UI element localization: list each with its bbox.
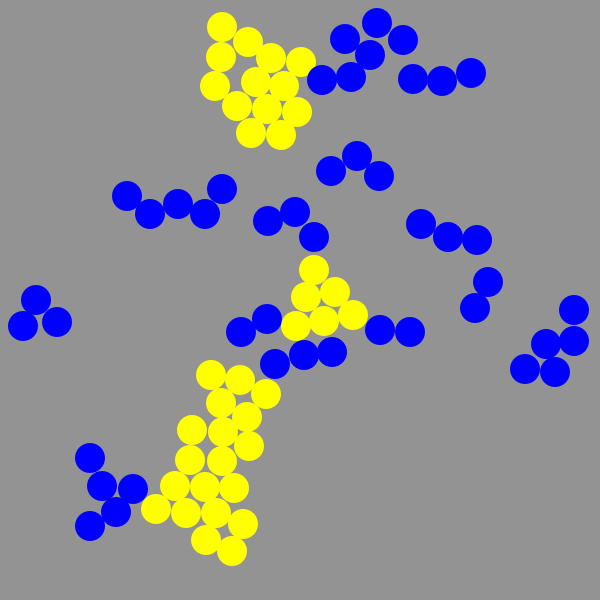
yellow-piece[interactable] <box>281 311 311 341</box>
yellow-piece[interactable] <box>207 446 237 476</box>
blue-piece[interactable] <box>398 64 428 94</box>
yellow-piece[interactable] <box>286 47 316 77</box>
blue-piece[interactable] <box>362 8 392 38</box>
blue-piece[interactable] <box>355 40 385 70</box>
yellow-piece[interactable] <box>222 91 252 121</box>
yellow-piece[interactable] <box>338 300 368 330</box>
yellow-piece[interactable] <box>206 42 236 72</box>
blue-piece[interactable] <box>226 317 256 347</box>
blue-piece[interactable] <box>342 141 372 171</box>
yellow-piece[interactable] <box>299 255 329 285</box>
blue-piece[interactable] <box>289 340 319 370</box>
yellow-pieces <box>141 12 368 566</box>
blue-piece[interactable] <box>462 225 492 255</box>
yellow-piece[interactable] <box>219 473 249 503</box>
blue-piece[interactable] <box>135 199 165 229</box>
blue-piece[interactable] <box>456 58 486 88</box>
blue-piece[interactable] <box>112 181 142 211</box>
yellow-piece[interactable] <box>266 120 296 150</box>
yellow-piece[interactable] <box>171 498 201 528</box>
blue-piece[interactable] <box>330 24 360 54</box>
yellow-piece[interactable] <box>309 306 339 336</box>
blue-piece[interactable] <box>559 295 589 325</box>
blue-piece[interactable] <box>207 174 237 204</box>
yellow-piece[interactable] <box>175 445 205 475</box>
blue-piece[interactable] <box>559 326 589 356</box>
blue-piece[interactable] <box>75 511 105 541</box>
blue-piece[interactable] <box>21 285 51 315</box>
yellow-piece[interactable] <box>320 277 350 307</box>
blue-piece[interactable] <box>473 267 503 297</box>
yellow-piece[interactable] <box>177 415 207 445</box>
blue-piece[interactable] <box>8 311 38 341</box>
yellow-piece[interactable] <box>233 27 263 57</box>
yellow-piece[interactable] <box>207 12 237 42</box>
blue-piece[interactable] <box>118 474 148 504</box>
yellow-piece[interactable] <box>160 471 190 501</box>
blue-piece[interactable] <box>280 197 310 227</box>
yellow-piece[interactable] <box>206 388 236 418</box>
yellow-piece[interactable] <box>234 431 264 461</box>
blue-piece[interactable] <box>540 357 570 387</box>
blue-piece[interactable] <box>307 65 337 95</box>
blue-piece[interactable] <box>406 209 436 239</box>
yellow-piece[interactable] <box>201 498 231 528</box>
blue-piece[interactable] <box>299 222 329 252</box>
yellow-piece[interactable] <box>208 417 238 447</box>
blue-piece[interactable] <box>531 329 561 359</box>
blue-piece[interactable] <box>433 222 463 252</box>
yellow-piece[interactable] <box>252 94 282 124</box>
blue-piece[interactable] <box>163 189 193 219</box>
yellow-piece[interactable] <box>291 282 321 312</box>
blue-piece[interactable] <box>252 304 282 334</box>
yellow-piece[interactable] <box>282 97 312 127</box>
blue-piece[interactable] <box>336 62 366 92</box>
yellow-piece[interactable] <box>141 494 171 524</box>
blue-piece[interactable] <box>388 25 418 55</box>
blue-piece[interactable] <box>260 349 290 379</box>
blue-piece[interactable] <box>395 317 425 347</box>
blue-piece[interactable] <box>510 354 540 384</box>
blue-piece[interactable] <box>316 156 346 186</box>
yellow-piece[interactable] <box>269 71 299 101</box>
blue-piece[interactable] <box>317 337 347 367</box>
yellow-piece[interactable] <box>217 536 247 566</box>
blue-piece[interactable] <box>365 315 395 345</box>
yellow-piece[interactable] <box>196 360 226 390</box>
yellow-piece[interactable] <box>251 379 281 409</box>
yellow-piece[interactable] <box>236 118 266 148</box>
blue-piece[interactable] <box>42 307 72 337</box>
blue-piece[interactable] <box>460 293 490 323</box>
yellow-piece[interactable] <box>232 402 262 432</box>
blue-piece[interactable] <box>87 471 117 501</box>
yellow-piece[interactable] <box>225 365 255 395</box>
yellow-piece[interactable] <box>190 472 220 502</box>
blue-piece[interactable] <box>101 497 131 527</box>
blue-piece[interactable] <box>190 199 220 229</box>
blue-piece[interactable] <box>364 161 394 191</box>
yellow-piece[interactable] <box>228 509 258 539</box>
yellow-piece[interactable] <box>241 67 271 97</box>
yellow-piece[interactable] <box>256 43 286 73</box>
yellow-piece[interactable] <box>191 525 221 555</box>
yellow-piece[interactable] <box>200 71 230 101</box>
blue-piece[interactable] <box>75 443 105 473</box>
blue-piece[interactable] <box>253 206 283 236</box>
blue-piece[interactable] <box>427 66 457 96</box>
blue-pieces <box>8 8 589 541</box>
